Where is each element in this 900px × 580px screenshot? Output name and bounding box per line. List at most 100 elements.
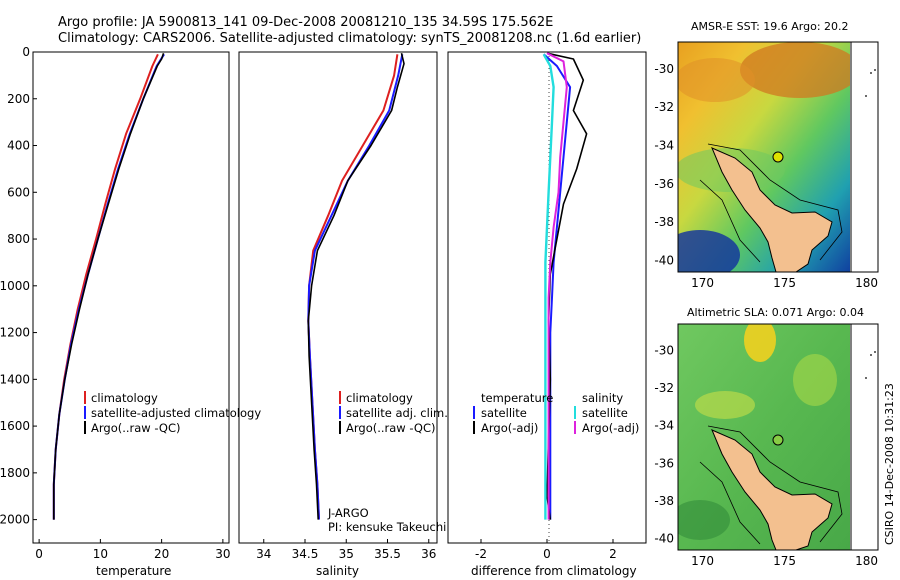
sst-map bbox=[678, 42, 881, 272]
sst-island-dot bbox=[870, 72, 872, 74]
salinity-axis-label: salinity bbox=[316, 564, 359, 578]
legend-header-salinity: salinity bbox=[582, 391, 623, 405]
x-tick-label: 35 bbox=[339, 547, 354, 561]
difference-series bbox=[542, 52, 588, 520]
salinity-series bbox=[307, 53, 405, 520]
x-tick-label: 0 bbox=[543, 547, 551, 561]
sst-blank-east bbox=[851, 42, 881, 272]
legend-label-climatology: climatology bbox=[346, 391, 413, 405]
map-y-tick-label: -30 bbox=[654, 343, 674, 357]
sla-island-dot bbox=[865, 377, 867, 379]
sla-high-patch bbox=[744, 324, 776, 362]
sla-high-patch bbox=[695, 391, 755, 419]
y-tick-label: 800 bbox=[7, 232, 30, 246]
temperature-legend: climatology satellite-adjusted climatolo… bbox=[84, 391, 261, 435]
sst-island-dot bbox=[865, 95, 867, 97]
legend-label-satellite: satellite adj. clim. bbox=[346, 406, 448, 420]
x-tick-label: 20 bbox=[154, 547, 169, 561]
legend-label-climatology: climatology bbox=[91, 391, 158, 405]
map-x-tick-label: 175 bbox=[773, 276, 796, 290]
legend-label-temp-satellite: satellite bbox=[481, 406, 527, 420]
depth-tick-labels: 0 200 400 600 800 1000 1200 1400 1600 1800 2000 bbox=[0, 45, 37, 527]
map-x-tick-label: 180 bbox=[855, 554, 878, 568]
temperature-axes bbox=[32, 51, 230, 544]
x-tick-label: 30 bbox=[215, 547, 230, 561]
legend-label-temp-argo: Argo(-adj) bbox=[481, 421, 538, 435]
sla-island-dot bbox=[870, 354, 872, 356]
y-tick-label: 0 bbox=[22, 45, 30, 59]
x-tick-label: 10 bbox=[93, 547, 108, 561]
y-tick-label: 1200 bbox=[0, 326, 30, 340]
sst-argo-marker bbox=[772, 151, 784, 163]
difference-axis-label: difference from climatology bbox=[471, 564, 637, 578]
map-y-tick-label: -38 bbox=[654, 215, 674, 229]
temperature-series bbox=[52, 52, 165, 520]
side-stamp: CSIRO 14-Dec-2008 10:31:23 bbox=[883, 383, 896, 545]
figure-title-line2: Climatology: CARS2006. Satellite-adjuste… bbox=[58, 31, 641, 46]
y-tick-label: 1400 bbox=[0, 372, 30, 386]
series-line-salinity-satellite bbox=[542, 53, 555, 520]
map-y-tick-label: -36 bbox=[654, 456, 674, 470]
sla-coast-contour bbox=[707, 425, 843, 543]
sla-landmass bbox=[711, 429, 833, 550]
x-tick-label: 2 bbox=[609, 547, 617, 561]
sla-argo-marker bbox=[772, 434, 784, 446]
sla-map-tick-labels: 170 175 180 -30 -32 -34 -36 -38 -40 bbox=[654, 343, 878, 568]
y-tick-label: 1000 bbox=[0, 279, 30, 293]
map-y-tick-label: -30 bbox=[654, 62, 674, 76]
sst-map-tick-labels: 170 175 180 -30 -32 -34 -36 -38 -40 bbox=[654, 62, 878, 290]
series-line-argo-raw-qc bbox=[52, 52, 165, 520]
sst-landmass bbox=[711, 147, 833, 272]
figure-title-line1: Argo profile: JA 5900813_141 09-Dec-2008… bbox=[58, 15, 553, 30]
legend-label-argo: Argo(..raw -QC) bbox=[346, 421, 436, 435]
series-line-satellite-adjusted-climatology bbox=[52, 53, 165, 520]
map-y-tick-label: -38 bbox=[654, 494, 674, 508]
sla-high-patch bbox=[793, 354, 837, 406]
sla-low-patch bbox=[678, 500, 730, 540]
series-line-climatology bbox=[52, 53, 159, 520]
sst-map-title: AMSR-E SST: 19.6 Argo: 20.2 bbox=[691, 20, 849, 33]
series-line-satellite-adj-clim bbox=[307, 54, 404, 520]
map-y-tick-label: -36 bbox=[654, 177, 674, 191]
y-tick-label: 200 bbox=[7, 92, 30, 106]
salinity-tick-labels: 34 34.5 35 35.5 36 bbox=[256, 539, 436, 561]
map-x-tick-label: 180 bbox=[855, 276, 878, 290]
x-tick-label: 34 bbox=[256, 547, 271, 561]
x-tick-label: 36 bbox=[421, 547, 436, 561]
temperature-axis-label: temperature bbox=[96, 564, 171, 578]
sla-map bbox=[678, 324, 850, 550]
sst-coast-contour bbox=[699, 179, 761, 263]
salinity-legend: climatology satellite adj. clim. Argo(..… bbox=[339, 391, 448, 435]
sla-coast-contour bbox=[699, 461, 761, 545]
x-tick-label: 34.5 bbox=[292, 547, 319, 561]
temperature-tick-labels: 0 10 20 30 bbox=[35, 539, 231, 561]
x-tick-label: 0 bbox=[35, 547, 43, 561]
legend-label-sal-satellite: satellite bbox=[582, 406, 628, 420]
float-pi: PI: kensuke Takeuchi bbox=[328, 520, 446, 534]
sla-island-dot bbox=[874, 351, 876, 353]
map-y-tick-label: -34 bbox=[654, 139, 674, 153]
y-tick-label: 1800 bbox=[0, 466, 30, 480]
map-y-tick-label: -40 bbox=[654, 254, 674, 268]
map-y-tick-label: -32 bbox=[654, 100, 674, 114]
map-x-tick-label: 175 bbox=[773, 554, 796, 568]
map-y-tick-label: -40 bbox=[654, 532, 674, 546]
sst-island-dot bbox=[874, 69, 876, 71]
difference-legend: temperature satellite Argo(-adj) salinit… bbox=[473, 391, 639, 435]
sst-map-frame bbox=[677, 41, 879, 273]
difference-tick-labels: -2 0 2 bbox=[475, 539, 617, 561]
y-tick-label: 600 bbox=[7, 185, 30, 199]
sla-map-title: Altimetric SLA: 0.071 Argo: 0.04 bbox=[687, 306, 864, 319]
map-x-tick-label: 170 bbox=[691, 554, 714, 568]
series-line-salinity-argo-adj bbox=[546, 52, 568, 520]
sst-cool-patch bbox=[678, 230, 740, 272]
sst-warm-patch bbox=[740, 42, 850, 98]
legend-label-sal-argo: Argo(-adj) bbox=[582, 421, 639, 435]
float-program: J-ARGO bbox=[327, 506, 369, 520]
sst-warm-patch bbox=[678, 58, 755, 102]
series-line-argo-raw-qc bbox=[307, 53, 405, 520]
y-tick-label: 2000 bbox=[0, 513, 30, 527]
map-x-tick-label: 170 bbox=[691, 276, 714, 290]
y-tick-label: 1600 bbox=[0, 419, 30, 433]
